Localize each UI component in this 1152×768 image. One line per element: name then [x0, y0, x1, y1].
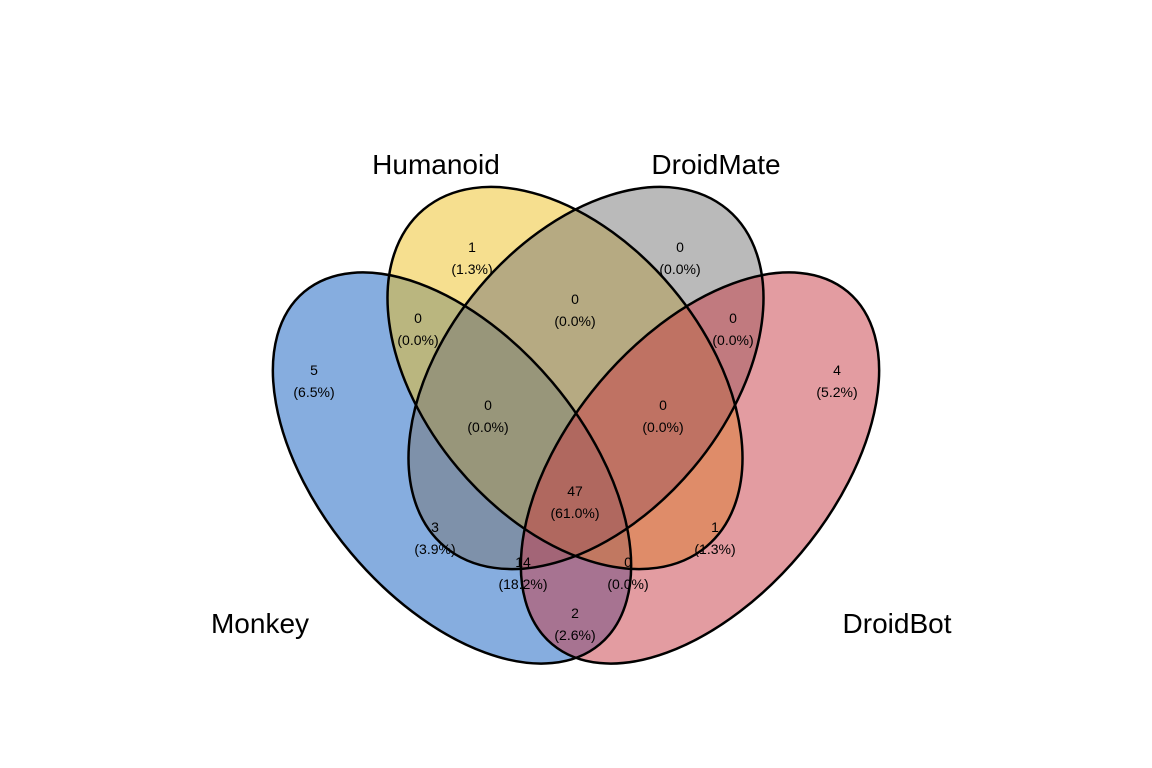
region-count: 1 — [468, 239, 476, 255]
region-percent: (0.0%) — [467, 419, 508, 435]
set-outlines — [271, 185, 881, 665]
region-percent: (1.3%) — [694, 541, 735, 557]
region-all-label: 47 (61.0%) — [550, 483, 599, 521]
region-h-dm-label: 0 (0.0%) — [554, 291, 595, 329]
region-dm-db-label: 0 (0.0%) — [712, 310, 753, 348]
region-percent: (5.2%) — [816, 384, 857, 400]
set-droidmate-title: DroidMate — [651, 149, 780, 180]
region-dm-label: 0 (0.0%) — [659, 239, 700, 277]
region-percent: (0.0%) — [659, 261, 700, 277]
region-count: 0 — [676, 239, 684, 255]
region-percent: (6.5%) — [293, 384, 334, 400]
region-m-h-label: 0 (0.0%) — [397, 310, 438, 348]
set-droidbot-outline — [519, 271, 881, 665]
set-monkey-outline — [271, 271, 633, 665]
region-count: 4 — [833, 362, 841, 378]
region-count: 3 — [431, 519, 439, 535]
region-m-h-dm-label: 0 (0.0%) — [467, 397, 508, 435]
region-h-label: 1 (1.3%) — [451, 239, 492, 277]
region-h-dm-db-label: 0 (0.0%) — [642, 397, 683, 435]
set-humanoid-outline — [386, 185, 744, 571]
region-count: 0 — [729, 310, 737, 326]
region-count: 0 — [414, 310, 422, 326]
region-m-dm-label: 3 (3.9%) — [414, 519, 455, 557]
region-count: 0 — [624, 554, 632, 570]
region-m-dm-db-label: 14 (18.2%) — [498, 554, 547, 592]
region-count: 5 — [310, 362, 318, 378]
region-db-label: 4 (5.2%) — [816, 362, 857, 400]
region-percent: (61.0%) — [550, 505, 599, 521]
region-labels: 5 (6.5%) 1 (1.3%) 0 (0.0%) 4 (5.2%) 0 (0.0%) 0 (0.0… — [293, 239, 857, 643]
region-count: 1 — [711, 519, 719, 535]
set-droidmate-outline — [407, 185, 765, 571]
set-humanoid-title: Humanoid — [372, 149, 500, 180]
region-count: 0 — [571, 291, 579, 307]
region-percent: (3.9%) — [414, 541, 455, 557]
region-percent: (0.0%) — [397, 332, 438, 348]
region-percent: (0.0%) — [607, 576, 648, 592]
region-h-db-label: 1 (1.3%) — [694, 519, 735, 557]
region-percent: (1.3%) — [451, 261, 492, 277]
region-percent: (0.0%) — [642, 419, 683, 435]
region-m-h-db-label: 0 (0.0%) — [607, 554, 648, 592]
region-percent: (0.0%) — [712, 332, 753, 348]
region-count: 2 — [571, 605, 579, 621]
set-droidbot-title: DroidBot — [843, 608, 952, 639]
set-titles: Monkey Humanoid DroidMate DroidBot — [211, 149, 952, 639]
region-count: 47 — [567, 483, 583, 499]
region-percent: (18.2%) — [498, 576, 547, 592]
region-percent: (2.6%) — [554, 627, 595, 643]
region-count: 14 — [515, 554, 531, 570]
region-count: 0 — [659, 397, 667, 413]
region-m-db-label: 2 (2.6%) — [554, 605, 595, 643]
set-monkey-title: Monkey — [211, 608, 309, 639]
region-percent: (0.0%) — [554, 313, 595, 329]
region-m-label: 5 (6.5%) — [293, 362, 334, 400]
region-count: 0 — [484, 397, 492, 413]
